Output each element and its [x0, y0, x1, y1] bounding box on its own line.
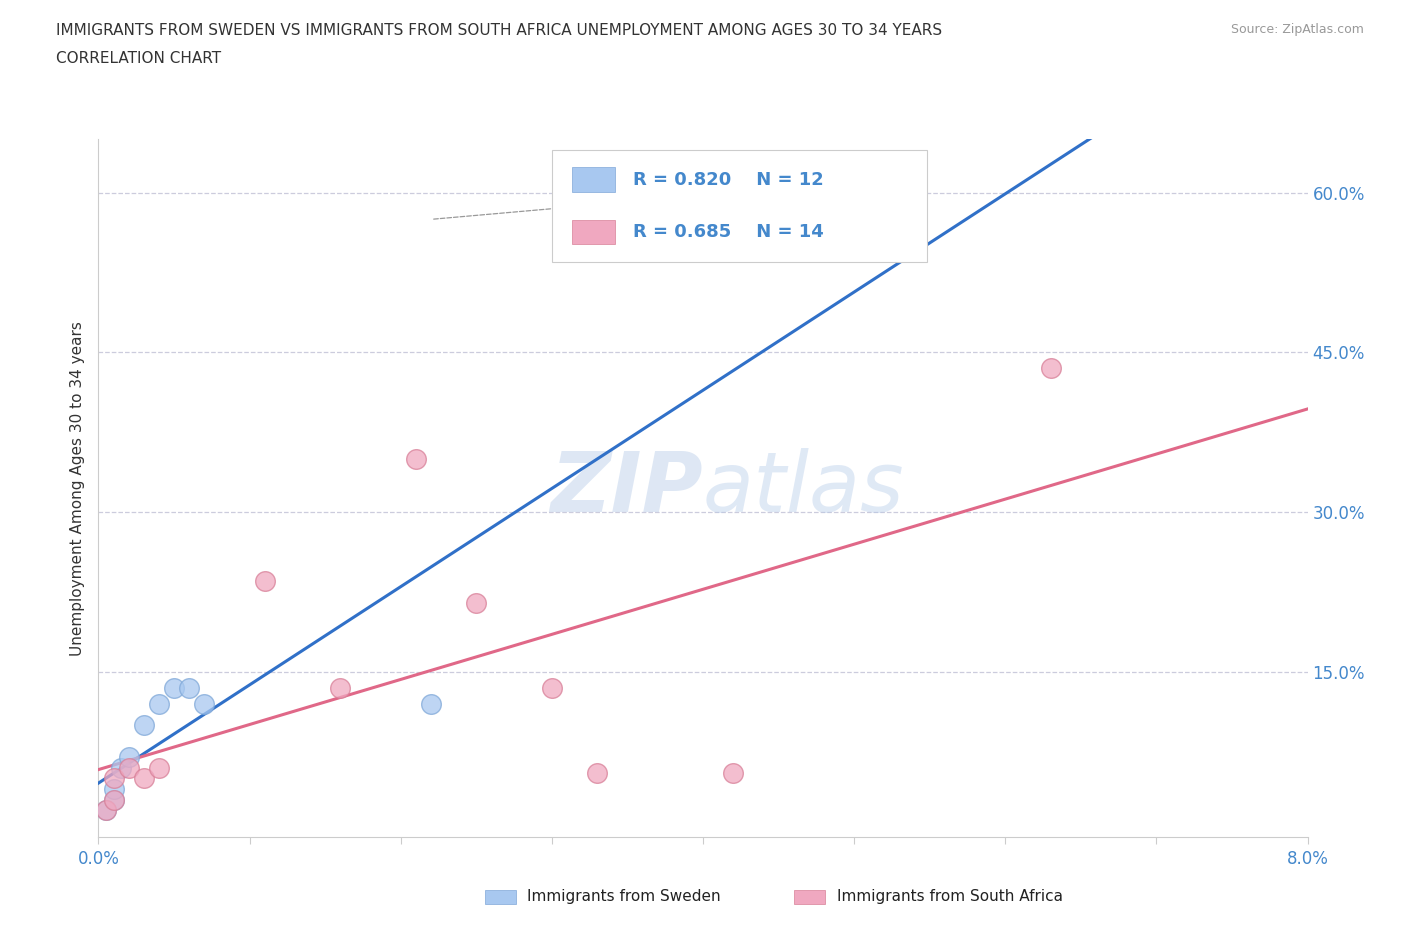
Point — [94, 803, 117, 817]
Point — [420, 697, 443, 711]
Point — [329, 681, 352, 696]
Point — [148, 697, 170, 711]
Point — [132, 718, 155, 733]
Point — [118, 750, 141, 764]
Point — [148, 761, 170, 776]
Point — [118, 761, 141, 776]
Text: R = 0.820    N = 12: R = 0.820 N = 12 — [633, 170, 824, 189]
Point — [110, 761, 132, 776]
Text: Immigrants from South Africa: Immigrants from South Africa — [837, 889, 1063, 904]
Point — [465, 595, 488, 610]
Bar — [572, 167, 614, 192]
Point — [541, 681, 564, 696]
Bar — [572, 219, 614, 245]
Point — [405, 452, 427, 467]
Point — [163, 681, 186, 696]
Text: Source: ZipAtlas.com: Source: ZipAtlas.com — [1230, 23, 1364, 36]
Text: atlas: atlas — [703, 447, 904, 529]
Point — [723, 765, 745, 780]
Point — [253, 574, 276, 589]
Point — [94, 803, 117, 817]
Point — [103, 792, 125, 807]
Point — [103, 792, 125, 807]
Text: Immigrants from Sweden: Immigrants from Sweden — [527, 889, 721, 904]
Text: IMMIGRANTS FROM SWEDEN VS IMMIGRANTS FROM SOUTH AFRICA UNEMPLOYMENT AMONG AGES 3: IMMIGRANTS FROM SWEDEN VS IMMIGRANTS FRO… — [56, 23, 942, 38]
Point — [103, 781, 125, 796]
Point — [1039, 361, 1062, 376]
Point — [193, 697, 215, 711]
Point — [586, 765, 609, 780]
Point — [889, 212, 911, 227]
FancyBboxPatch shape — [553, 150, 927, 261]
Point — [179, 681, 201, 696]
Text: R = 0.685    N = 14: R = 0.685 N = 14 — [633, 223, 824, 241]
Point — [132, 771, 155, 786]
Point — [103, 771, 125, 786]
Text: ZIP: ZIP — [550, 447, 703, 529]
Y-axis label: Unemployment Among Ages 30 to 34 years: Unemployment Among Ages 30 to 34 years — [70, 321, 86, 656]
Text: CORRELATION CHART: CORRELATION CHART — [56, 51, 221, 66]
